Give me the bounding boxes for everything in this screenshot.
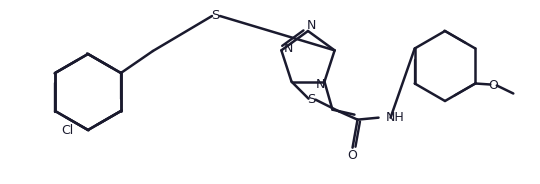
Text: N: N [306,20,316,33]
Text: Cl: Cl [60,123,73,137]
Text: S: S [211,10,219,22]
Text: S: S [307,93,316,106]
Text: O: O [348,149,357,162]
Text: NH: NH [386,111,404,124]
Text: N: N [316,78,325,91]
Text: O: O [488,79,498,92]
Text: N: N [284,42,293,55]
